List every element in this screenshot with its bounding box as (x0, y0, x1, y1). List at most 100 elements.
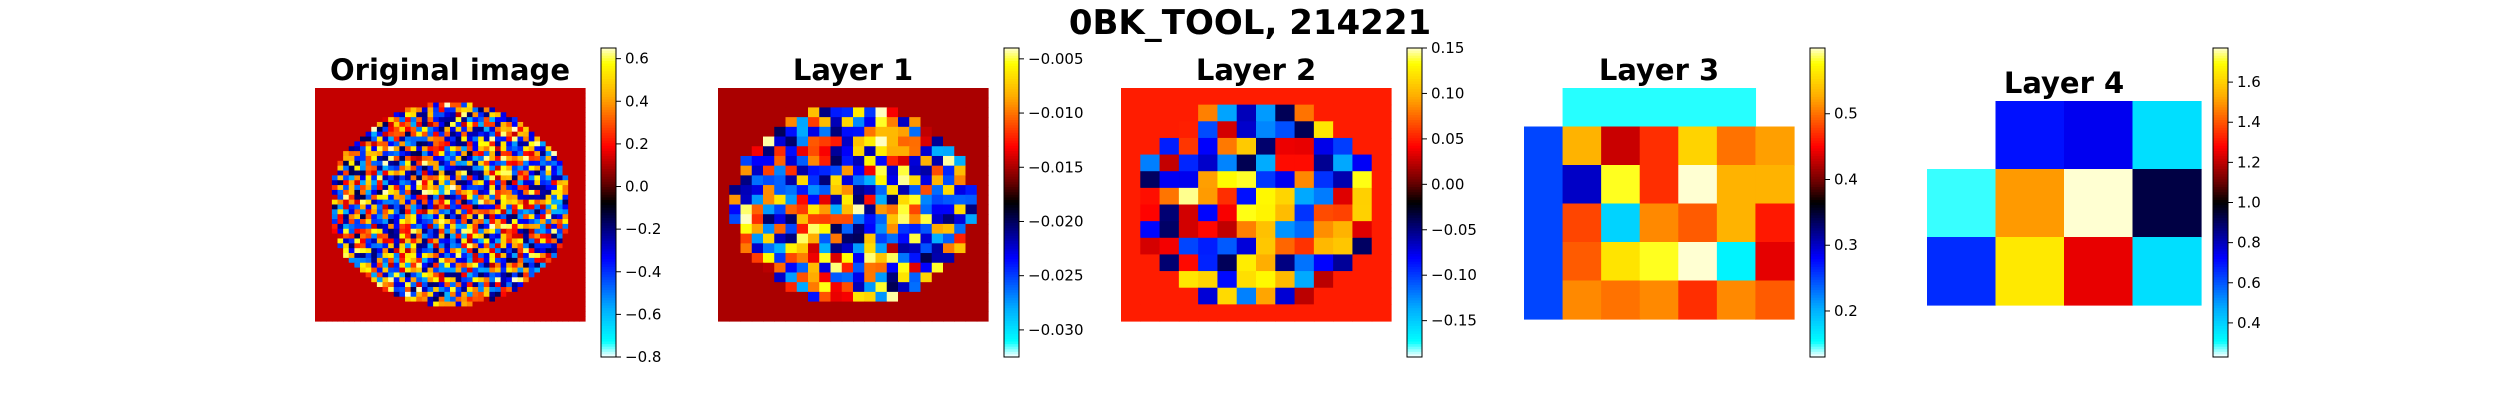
heatmap-cell (506, 165, 513, 172)
heatmap-cell (1352, 187, 1373, 206)
heatmap-cell (472, 126, 479, 133)
colorbar-segment (2213, 277, 2228, 281)
colorbar-segment (601, 243, 616, 247)
heatmap-cell (371, 194, 378, 201)
heatmap-cell (472, 131, 479, 138)
colorbar-segment (601, 310, 616, 314)
heatmap-cell (483, 301, 490, 308)
heatmap-cell (1352, 104, 1373, 122)
heatmap-cell (354, 233, 361, 240)
heatmap-cell (534, 155, 541, 162)
heatmap-cell (898, 272, 910, 283)
heatmap-cell (1313, 254, 1334, 272)
heatmap-cell (517, 151, 524, 157)
heatmap-cell (774, 243, 787, 254)
heatmap-cell (483, 117, 490, 123)
heatmap-cell (562, 117, 569, 123)
heatmap-cell (573, 146, 580, 152)
heatmap-cell (751, 262, 764, 274)
heatmap-cell (517, 291, 524, 298)
heatmap-cell (489, 194, 496, 201)
colorbar-segment (1810, 194, 1825, 198)
heatmap-cell (954, 204, 967, 215)
heatmap-cell (506, 92, 513, 99)
colorbar-segment (1407, 109, 1422, 113)
colorbar-segment (1407, 50, 1422, 54)
heatmap-cell (943, 88, 955, 99)
heatmap-cell (495, 306, 502, 312)
heatmap-cell (331, 262, 339, 269)
heatmap-cell (841, 146, 854, 157)
heatmap-cell (360, 228, 367, 235)
heatmap-cell (337, 117, 344, 123)
heatmap-cell (819, 301, 832, 312)
heatmap-cell (976, 291, 989, 303)
heatmap-cell (376, 170, 384, 176)
heatmap-cell (579, 165, 586, 172)
heatmap-cell (410, 92, 417, 99)
heatmap-cell (511, 92, 519, 99)
heatmap-cell (489, 301, 496, 308)
colorbar-segment (2213, 122, 2228, 126)
heatmap-cell (976, 311, 989, 322)
heatmap-cell (455, 204, 462, 210)
heatmap-cell (898, 175, 910, 186)
heatmap-cell (495, 301, 502, 308)
heatmap-cell (740, 97, 753, 109)
heatmap-cell (540, 214, 547, 220)
heatmap-cell (405, 92, 412, 99)
heatmap-cell (523, 262, 530, 269)
heatmap-cell (500, 136, 507, 142)
heatmap-cell (461, 301, 468, 308)
colorbar-segment (1407, 223, 1422, 227)
colorbar-segment (2213, 127, 2228, 132)
heatmap-cell (320, 223, 327, 230)
heatmap-cell (489, 287, 496, 293)
heatmap-cell (421, 209, 429, 215)
heatmap-cell (551, 175, 558, 181)
heatmap-cell (405, 136, 412, 142)
heatmap-cell (489, 199, 496, 206)
heatmap-cell (343, 136, 350, 142)
heatmap-cell (343, 88, 350, 94)
heatmap-cell (763, 204, 775, 215)
colorbar-segment (1004, 132, 1019, 137)
heatmap-cell (551, 199, 558, 206)
heatmap-cell (478, 170, 485, 176)
colorbar-segment (1810, 259, 1825, 263)
heatmap-cell (819, 223, 832, 235)
heatmap-cell (399, 160, 406, 167)
heatmap-cell (354, 194, 361, 201)
heatmap-cell (718, 185, 730, 196)
heatmap-cell (416, 92, 423, 99)
heatmap-cell (466, 223, 474, 230)
heatmap-cell (326, 165, 333, 172)
heatmap-cell (819, 146, 832, 157)
heatmap-cell (506, 238, 513, 244)
heatmap-cell (943, 136, 955, 147)
heatmap-cell (466, 141, 474, 147)
colorbar-tick-label: 0.05 (1431, 130, 1464, 148)
heatmap-cell (343, 121, 350, 128)
colorbar-segment (1004, 215, 1019, 219)
heatmap-cell (393, 194, 400, 201)
heatmap-cell (461, 296, 468, 303)
colorbar-segment (1004, 94, 1019, 98)
heatmap-cell (450, 233, 457, 240)
colorbar-segment (1004, 104, 1019, 108)
heatmap-cell (500, 146, 507, 152)
heatmap-cell (472, 296, 479, 303)
panel-1: Original image−0.8−0.6−0.4−0.20.00.20.40… (315, 47, 661, 366)
colorbar-segment (1004, 48, 1019, 52)
heatmap-cell (478, 238, 485, 244)
heatmap-cell (523, 204, 530, 210)
heatmap-cell (853, 175, 865, 186)
heatmap-cell (886, 107, 899, 118)
heatmap-cell (751, 185, 764, 196)
heatmap-cell (718, 194, 730, 206)
heatmap-cell (1159, 88, 1180, 106)
heatmap-cell (472, 233, 479, 240)
heatmap-cell (337, 199, 344, 206)
heatmap-cell (534, 277, 541, 283)
heatmap-cell (898, 262, 910, 274)
